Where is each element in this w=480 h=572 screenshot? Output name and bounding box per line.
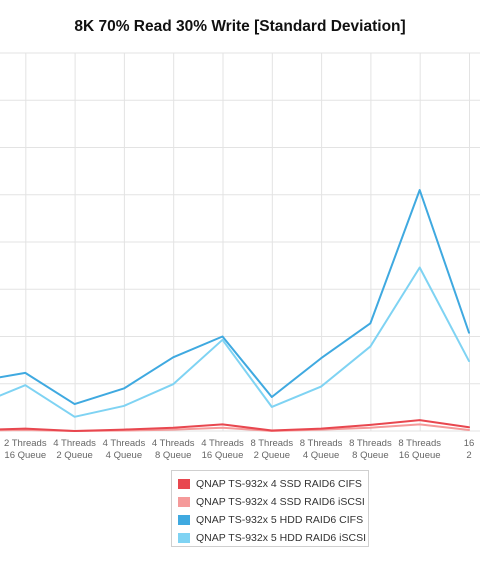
x-tick-label: 8 Queue — [352, 450, 388, 461]
legend-item: QNAP TS-932x 4 SSD RAID6 iSCSI — [178, 493, 368, 511]
series-lines — [0, 189, 470, 432]
x-tick-label: 4 Threads — [103, 438, 146, 449]
x-tick-label: 2 — [466, 450, 471, 461]
x-tick-label: 16 Queue — [399, 450, 441, 461]
x-tick-label: 2 Queue — [56, 450, 92, 461]
x-tick-label: 8 Threads — [250, 438, 293, 449]
legend-item: QNAP TS-932x 5 HDD RAID6 CIFS — [178, 511, 368, 529]
x-tick-label: 16 Queue — [202, 450, 244, 461]
series-line — [0, 189, 470, 406]
legend-label: QNAP TS-932x 4 SSD RAID6 CIFS — [196, 478, 362, 490]
x-tick-label: 2 Threads — [4, 438, 47, 449]
x-tick-label: 8 Threads — [300, 438, 343, 449]
chart-title: 8K 70% Read 30% Write [Standard Deviatio… — [74, 18, 406, 35]
x-tick-label: 4 Threads — [201, 438, 244, 449]
legend-swatch — [178, 497, 190, 507]
legend-swatch — [178, 479, 190, 489]
legend-label: QNAP TS-932x 5 HDD RAID6 iSCSI — [196, 532, 366, 544]
legend: QNAP TS-932x 4 SSD RAID6 CIFS QNAP TS-93… — [171, 470, 369, 547]
x-tick-label: 4 Queue — [303, 450, 339, 461]
x-tick-label: 8 Threads — [398, 438, 441, 449]
series-line — [0, 419, 470, 432]
series-line — [0, 266, 470, 418]
x-tick-label: 16 — [464, 438, 475, 449]
x-tick-label: 4 Threads — [152, 438, 195, 449]
legend-swatch — [178, 533, 190, 543]
grid-lines — [0, 52, 480, 432]
x-tick-label: 4 Queue — [106, 450, 142, 461]
legend-item: QNAP TS-932x 4 SSD RAID6 CIFS — [178, 475, 368, 493]
x-tick-label: 8 Threads — [349, 438, 392, 449]
legend-label: QNAP TS-932x 5 HDD RAID6 CIFS — [196, 514, 364, 526]
x-tick-label: 4 Threads — [53, 438, 96, 449]
x-tick-label: 16 Queue — [4, 450, 46, 461]
legend-item: QNAP TS-932x 5 HDD RAID6 iSCSI — [178, 529, 368, 547]
x-tick-label: 8 Queue — [155, 450, 191, 461]
x-tick-label: 2 Queue — [254, 450, 290, 461]
legend-label: QNAP TS-932x 4 SSD RAID6 iSCSI — [196, 496, 365, 508]
legend-swatch — [178, 515, 190, 525]
